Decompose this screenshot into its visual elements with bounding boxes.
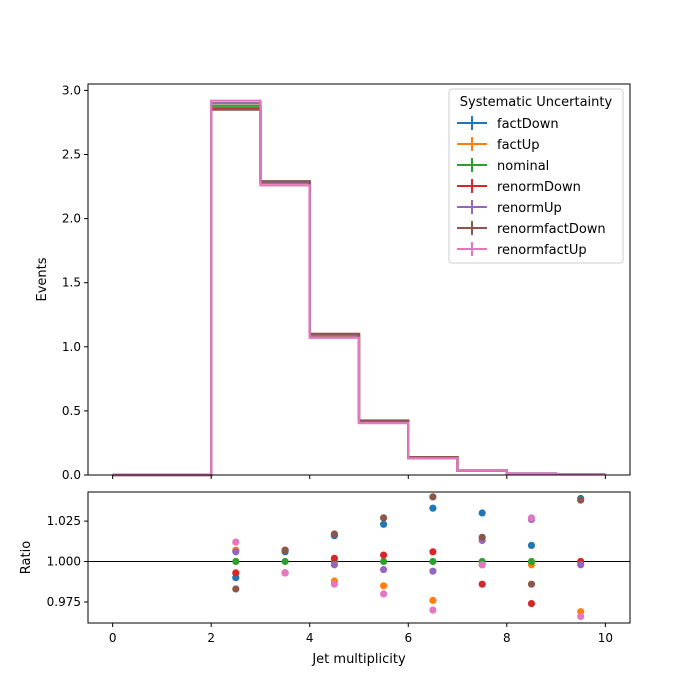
ratio-point-nominal [429,557,437,566]
histogram-y-axis-label: Events [35,257,50,301]
ratio-point-renormfactUp [577,612,585,621]
ratio-point-factUp [429,596,437,605]
legend-label: renormDown [497,180,581,195]
ratio-point-renormfactUp [232,538,240,546]
ratio-x-tick-label: 10 [598,631,613,645]
legend-entry-nominal: nominal [457,158,549,174]
ratio-x-tick-label: 0 [109,631,117,645]
legend-label: nominal [497,159,549,174]
legend: Systematic Uncertainty factDown factUp nomi… [448,88,624,264]
ratio-point-renormDown [330,554,338,562]
ratio-point-renormUp [380,566,388,574]
histogram-panel: 0.0 0.5 1.0 1.5 2.0 2.5 3.0 Events Systematic … [35,83,631,482]
legend-title: Systematic Uncertainty [460,95,613,110]
ratio-y-tick-label: 1.025 [47,514,81,528]
ratio-point-renormfactUp [429,606,437,614]
histogram-y-tick-label: 3.0 [62,83,81,97]
ratio-point-nominal [527,557,536,566]
legend-entry-renormUp: renormUp [457,200,562,216]
ratio-point-renormfactUp [380,590,388,598]
histogram-y-ticks: 0.0 0.5 1.0 1.5 2.0 2.5 3.0 [62,83,88,482]
ratio-point-nominal [232,557,240,566]
ratio-point-factDown [380,520,388,528]
ratio-y-ticks: 0.975 1.000 1.025 [47,514,88,609]
ratio-point-nominal [380,557,388,566]
ratio-y-axis-label: Ratio [19,541,34,574]
ratio-point-factDown [527,541,536,550]
ratio-point-renormUp [330,561,338,569]
histogram-y-tick-label: 0.0 [62,468,81,482]
ratio-point-renormUp [232,548,240,556]
histogram-y-tick-label: 2.5 [62,148,81,162]
ratio-y-tick-label: 0.975 [47,595,81,609]
ratio-point-renormDown [232,569,240,577]
ratio-point-factUp [380,582,388,590]
ratio-points [232,493,585,621]
ratio-point-renormDown [478,580,486,588]
ratio-point-renormfactUp [527,514,536,522]
ratio-point-nominal [281,557,289,566]
ratio-point-renormfactDown [330,530,338,538]
x-axis-label: Jet multiplicity [311,652,406,667]
ratio-x-tick-label: 8 [503,631,511,645]
histogram-axes-frame [87,83,631,476]
histogram-line-renormfactUp [112,99,606,477]
ratio-point-renormfactDown [527,580,536,588]
ratio-point-renormUp [577,561,585,569]
legend-entry-factDown: factDown [457,116,559,132]
ratio-point-renormDown [527,600,536,608]
ratio-point-renormfactDown [281,546,289,554]
legend-label: renormfactUp [497,243,587,258]
ratio-point-renormfactDown [232,585,240,593]
ratio-x-tick-label: 4 [306,631,314,645]
ratio-axes-frame [87,491,631,624]
histogram-x-ticks [112,475,606,479]
legend-label: factUp [497,138,540,153]
histogram-series-lines [112,99,606,477]
ratio-point-renormfactDown [380,514,388,522]
legend-label: renormfactDown [497,222,606,237]
ratio-x-tick-label: 2 [207,631,215,645]
histogram-y-tick-label: 2.0 [62,212,81,226]
ratio-point-renormUp [429,567,437,575]
legend-entry-renormDown: renormDown [457,179,581,195]
histogram-y-tick-label: 1.5 [62,276,81,290]
ratio-point-renormfactDown [429,493,437,501]
histogram-y-tick-label: 1.0 [62,340,81,354]
legend-label: factDown [497,117,559,132]
ratio-point-renormDown [429,548,437,556]
ratio-point-renormfactUp [330,580,338,588]
legend-label: renormUp [497,201,562,216]
ratio-point-renormfactDown [478,533,486,541]
legend-entry-factUp: factUp [457,137,540,153]
ratio-x-tick-label: 6 [404,631,412,645]
ratio-point-renormfactUp [478,561,486,569]
ratio-point-renormfactUp [281,569,289,577]
ratio-panel: 0.975 1.000 1.025 0 2 4 6 8 10 Ratio Jet multip… [19,491,631,667]
legend-entry-renormfactUp: renormfactUp [457,242,587,258]
ratio-y-tick-label: 1.000 [47,555,81,569]
legend-box [448,88,624,264]
ratio-point-renormDown [380,551,388,559]
ratio-point-factDown [478,509,486,517]
ratio-x-ticks: 0 2 4 6 8 10 [109,623,613,645]
histogram-y-tick-label: 0.5 [62,404,81,418]
ratio-point-factDown [429,504,437,512]
ratio-point-renormfactDown [577,496,585,504]
legend-entry-renormfactDown: renormfactDown [457,221,606,237]
